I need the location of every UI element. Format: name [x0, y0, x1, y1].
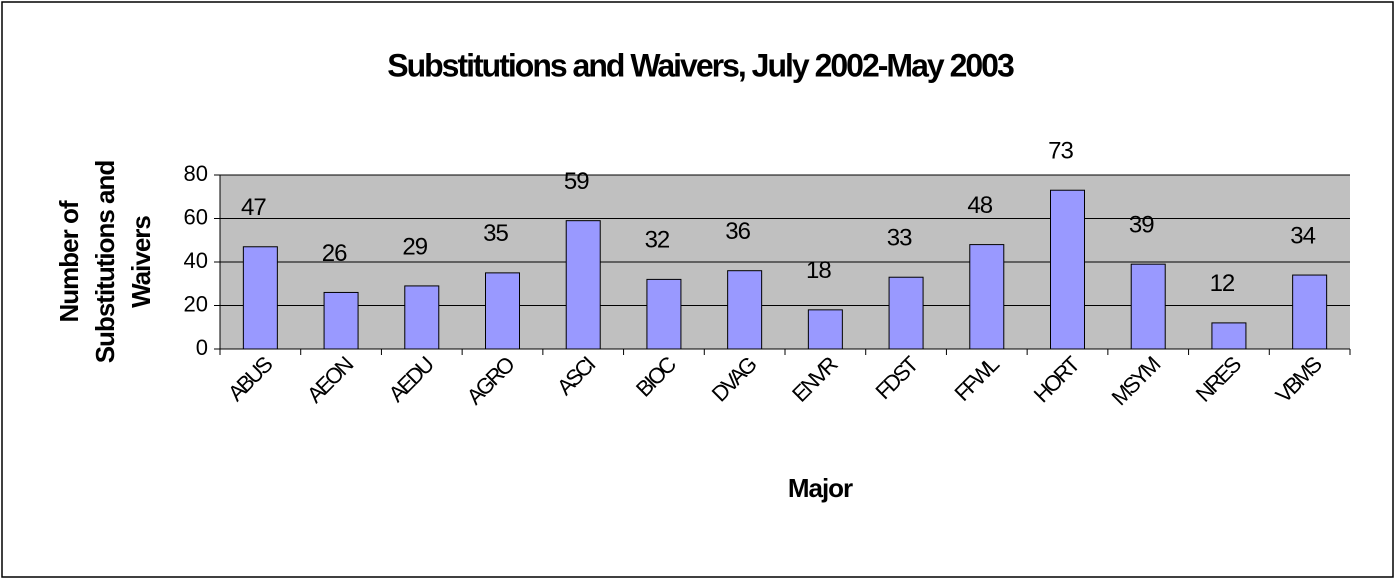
- data-label: 47: [241, 194, 266, 221]
- data-label: 35: [483, 220, 508, 247]
- data-label: 26: [322, 240, 347, 267]
- y-tick-label: 40: [184, 248, 208, 273]
- bar: [323, 291, 359, 350]
- bar: [969, 244, 1005, 350]
- data-label: 73: [1048, 138, 1073, 165]
- bar: [727, 270, 763, 350]
- y-tick-label: 60: [184, 204, 208, 229]
- y-tick-label: 0: [196, 335, 208, 360]
- x-axis-title: Major: [788, 473, 853, 503]
- y-axis-title: Number of Substitutions and Waivers: [54, 160, 156, 364]
- data-label: 48: [967, 192, 992, 219]
- data-label: 12: [1210, 270, 1235, 297]
- bar: [646, 278, 682, 350]
- data-label: 33: [887, 225, 912, 252]
- data-label: 18: [806, 257, 831, 284]
- bar: [485, 272, 520, 350]
- bar: [1130, 263, 1166, 350]
- y-tick-label: 80: [184, 161, 208, 186]
- bar: [565, 220, 601, 350]
- bar: [404, 285, 440, 350]
- bar: [1050, 189, 1085, 350]
- bar: [1292, 274, 1328, 350]
- data-label: 34: [1290, 222, 1315, 249]
- data-label: 39: [1129, 212, 1154, 239]
- data-label: 29: [402, 233, 427, 260]
- bar: [1211, 322, 1247, 350]
- bar: [242, 246, 278, 350]
- y-tick-label: 20: [184, 291, 208, 316]
- data-label: 59: [564, 168, 589, 195]
- bar: [807, 309, 843, 350]
- bar: [888, 276, 924, 350]
- chart-title: Substitutions and Waivers, July 2002-May…: [387, 47, 1014, 83]
- data-label: 32: [645, 227, 670, 254]
- data-label: 36: [725, 218, 750, 245]
